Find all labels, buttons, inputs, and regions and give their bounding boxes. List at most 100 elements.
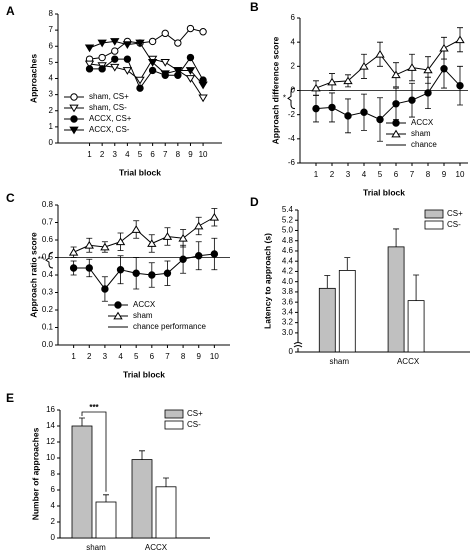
data-point xyxy=(84,44,95,53)
series-line xyxy=(315,39,461,89)
x-tick-label: 6 xyxy=(150,150,155,159)
panel-letter: C xyxy=(6,191,15,205)
panel-letter: D xyxy=(250,195,259,209)
data-point xyxy=(199,28,207,36)
y-tick-label: -4 xyxy=(288,134,296,143)
data-point xyxy=(100,242,110,251)
y-tick-label: 1 xyxy=(49,122,54,131)
legend-label: CS+ xyxy=(447,209,463,218)
x-tick-label: sham xyxy=(329,357,349,366)
data-point xyxy=(408,96,416,104)
x-axis-label: Trial block xyxy=(123,369,165,379)
y-tick-label: 5.0 xyxy=(282,226,294,235)
x-tick-label: sham xyxy=(86,543,106,551)
data-point xyxy=(136,84,144,92)
data-point xyxy=(178,233,188,242)
data-point xyxy=(424,89,432,97)
legend-marker xyxy=(391,129,401,138)
x-tick-label: 10 xyxy=(210,352,219,361)
y-tick-label: 12 xyxy=(46,437,55,446)
data-point xyxy=(185,75,196,83)
data-point xyxy=(97,39,107,48)
data-point xyxy=(194,221,204,230)
x-tick-label: 4 xyxy=(125,150,130,159)
error-bar xyxy=(163,477,169,487)
data-point xyxy=(101,285,109,293)
data-point xyxy=(311,83,321,92)
data-point xyxy=(148,37,157,46)
x-tick-label: 3 xyxy=(113,150,118,159)
y-tick-label: 0.1 xyxy=(42,323,54,332)
bar xyxy=(338,270,356,353)
bar xyxy=(407,300,425,353)
data-point xyxy=(148,271,156,279)
x-tick-label: 6 xyxy=(394,170,399,179)
y-tick-label: 4.6 xyxy=(282,246,294,255)
bracket xyxy=(45,251,54,269)
data-point xyxy=(423,65,433,74)
y-tick-label: 3.8 xyxy=(282,287,294,296)
data-point xyxy=(122,67,133,75)
data-point xyxy=(198,81,208,90)
data-point xyxy=(68,247,79,256)
y-tick-label: 0.4 xyxy=(42,270,54,279)
y-tick-label: 2 xyxy=(51,517,56,526)
x-tick-label: 5 xyxy=(134,352,139,361)
y-axis-label: Approach ratio score xyxy=(28,232,38,318)
x-tick-label: 7 xyxy=(410,170,415,179)
data-point xyxy=(161,29,169,38)
y-tick-label: 0 xyxy=(51,533,56,542)
legend-marker xyxy=(69,104,79,113)
y-axis-label: Latency to approach (s) xyxy=(262,233,272,329)
legend-label: ACCX, CS+ xyxy=(89,114,132,123)
legend-swatch xyxy=(164,420,184,430)
y-tick-label: 4.2 xyxy=(282,267,294,276)
data-point xyxy=(195,252,203,260)
series-line xyxy=(73,216,215,253)
error-bar xyxy=(393,228,400,247)
data-point xyxy=(210,250,219,258)
data-point xyxy=(343,76,353,85)
x-tick-label: 7 xyxy=(163,150,168,159)
y-tick-label: 16 xyxy=(46,405,55,414)
y-tick-label: 0 xyxy=(49,138,54,147)
legend-label: chance xyxy=(411,140,437,149)
y-tick-label: 4.8 xyxy=(282,236,294,245)
data-point xyxy=(148,66,157,75)
series-line xyxy=(89,27,204,60)
data-point xyxy=(132,269,140,277)
y-tick-label: 8 xyxy=(49,9,54,18)
legend-marker xyxy=(70,93,78,101)
x-tick-label: 1 xyxy=(314,170,319,179)
y-tick-label: 0 xyxy=(289,347,294,356)
data-point xyxy=(376,115,384,124)
y-tick-label: 4 xyxy=(51,501,56,510)
data-point xyxy=(173,67,183,75)
data-point xyxy=(122,41,133,50)
data-point xyxy=(110,63,120,72)
data-point xyxy=(440,65,448,73)
x-tick-label: ACCX xyxy=(145,543,168,551)
y-tick-label: 3.2 xyxy=(282,318,294,327)
data-point xyxy=(198,94,208,103)
data-point xyxy=(111,47,119,55)
data-point xyxy=(392,100,400,108)
x-tick-label: 2 xyxy=(330,170,335,179)
y-tick-label: 14 xyxy=(46,421,55,430)
legend-marker xyxy=(114,301,122,309)
data-point xyxy=(147,239,157,247)
legend-label: chance performance xyxy=(133,322,206,331)
x-tick-label: 3 xyxy=(346,170,351,179)
data-point xyxy=(407,63,417,71)
y-tick-label: 3.0 xyxy=(282,328,294,337)
data-point xyxy=(439,43,449,52)
legend-label: sham xyxy=(411,129,431,138)
x-tick-label: 2 xyxy=(100,150,105,159)
y-tick-label: 6 xyxy=(49,41,54,50)
x-tick-label: 6 xyxy=(150,352,155,361)
error-bar xyxy=(413,274,420,301)
y-axis-label: Number of approaches xyxy=(30,427,40,520)
x-tick-label: 5 xyxy=(378,170,383,179)
y-tick-label: 8 xyxy=(51,469,56,478)
